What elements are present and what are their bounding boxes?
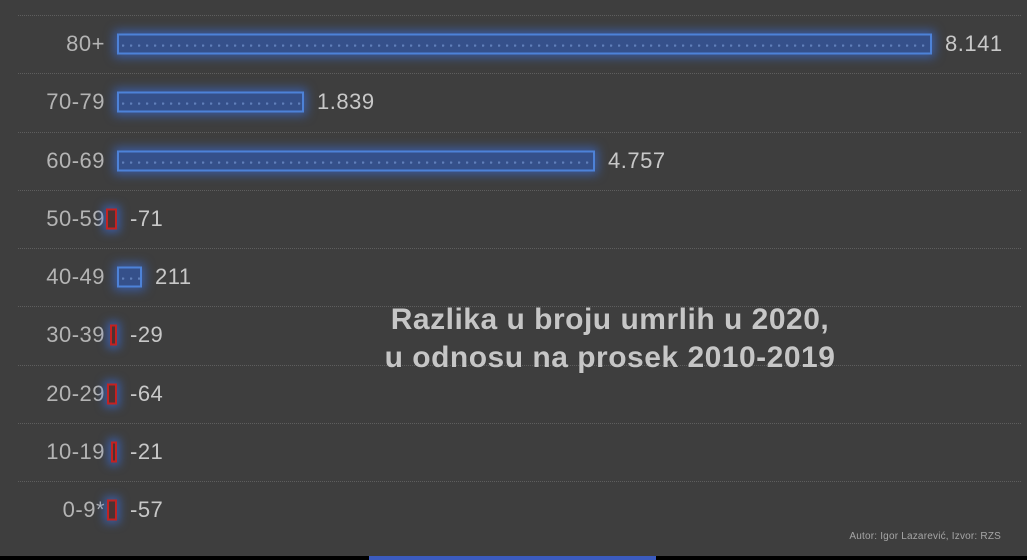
category-label: 80+ bbox=[66, 31, 105, 57]
chart-row: 0-9* -57 bbox=[0, 481, 1027, 539]
value-label: 4.757 bbox=[608, 147, 666, 173]
row-gridline bbox=[18, 422, 1021, 424]
chart-title-line-2: u odnosu na prosek 2010-2019 bbox=[384, 341, 836, 374]
category-label: 70-79 bbox=[46, 89, 105, 115]
category-label: 50-59 bbox=[46, 205, 105, 231]
chart-row: 60-69 4.757 bbox=[0, 131, 1027, 190]
chart-title-line-1: Razlika u broju umrlih u 2020, bbox=[390, 303, 830, 336]
chart-row: 70-79 1.839 bbox=[0, 73, 1027, 131]
bar-10-19 bbox=[111, 441, 117, 463]
value-label: -21 bbox=[130, 438, 164, 464]
bar-60-69 bbox=[117, 150, 595, 172]
chart-row: 40-49 211 bbox=[0, 248, 1027, 306]
category-label: 0-9* bbox=[62, 497, 105, 523]
row-gridline bbox=[18, 189, 1021, 191]
category-label: 60-69 bbox=[46, 147, 105, 173]
value-label: 211 bbox=[155, 264, 192, 290]
bar-0-9 bbox=[107, 499, 117, 521]
chart-title: Razlika u broju umrlih u 2020, u odnosu … bbox=[355, 301, 865, 377]
row-gridline bbox=[18, 364, 1021, 366]
credit-text: Autor: Igor Lazarević, Izvor: RZS bbox=[849, 531, 1001, 542]
chart-row: 30-39 -29 bbox=[0, 306, 1027, 364]
value-label: 1.839 bbox=[317, 89, 375, 115]
bar-30-39 bbox=[110, 324, 117, 346]
value-label: -57 bbox=[130, 497, 164, 523]
row-gridline bbox=[18, 73, 1021, 75]
chart-row: 50-59 -71 bbox=[0, 189, 1027, 248]
category-label: 20-29 bbox=[46, 380, 105, 406]
bar-80 bbox=[117, 33, 932, 55]
bar-70-79 bbox=[117, 91, 304, 113]
row-gridline bbox=[18, 248, 1021, 249]
value-label: 8.141 bbox=[945, 31, 1003, 57]
value-label: -64 bbox=[130, 380, 164, 406]
chart-row: 10-19 -21 bbox=[0, 422, 1027, 481]
row-gridline bbox=[18, 131, 1021, 133]
value-label: -71 bbox=[130, 205, 164, 231]
bar-50-59 bbox=[106, 208, 117, 230]
video-progress-bar[interactable] bbox=[369, 556, 656, 560]
bar-20-29 bbox=[107, 383, 117, 405]
chart-row: 20-29 -64 bbox=[0, 364, 1027, 423]
row-gridline bbox=[18, 306, 1021, 308]
value-label: -29 bbox=[130, 322, 164, 348]
row-gridline bbox=[18, 15, 1021, 16]
category-label: 30-39 bbox=[46, 322, 105, 348]
bar-40-49 bbox=[117, 266, 142, 288]
category-label: 10-19 bbox=[46, 438, 105, 464]
chart-row: 80+ 8.141 bbox=[0, 15, 1027, 73]
row-gridline bbox=[18, 481, 1021, 482]
category-label: 40-49 bbox=[46, 264, 105, 290]
